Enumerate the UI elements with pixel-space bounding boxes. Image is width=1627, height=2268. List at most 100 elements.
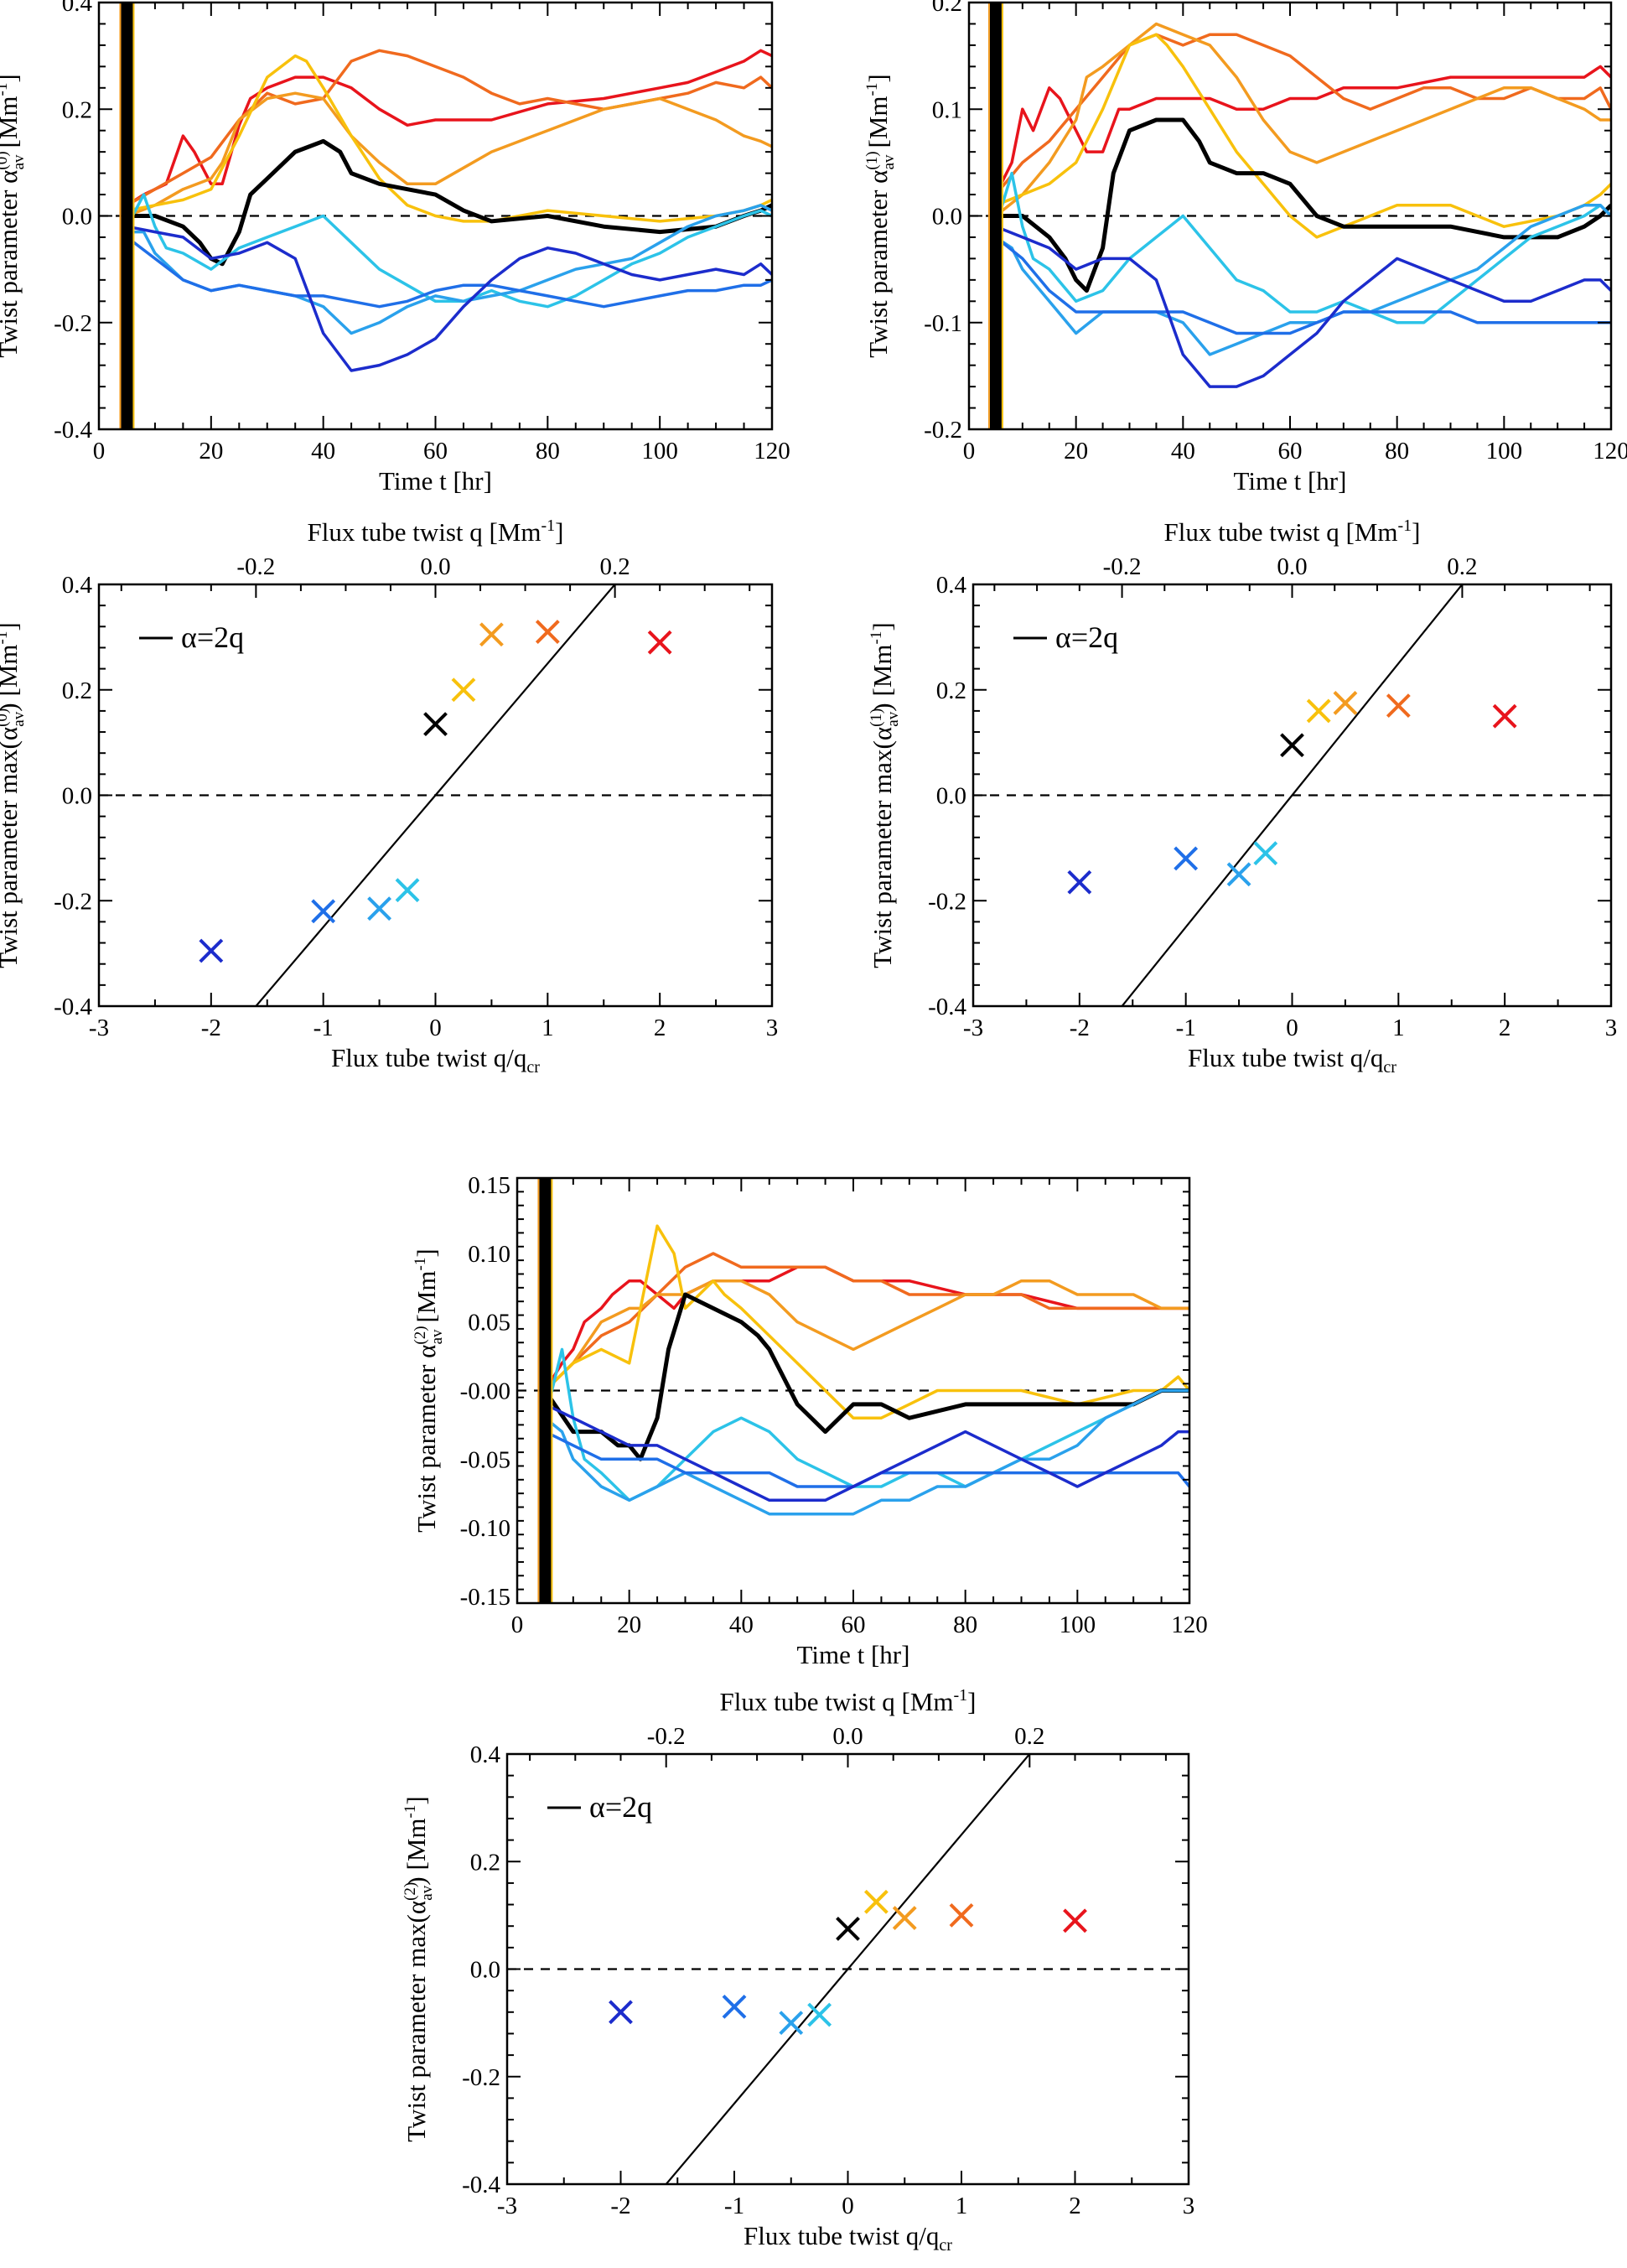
series-line-1 [994,65,1611,195]
y-tick-label: -0.2 [54,888,92,915]
alpha-2q-line [254,584,617,1006]
x2-axis-label: Flux tube twist q [Mm-1] [719,1686,976,1716]
y-axis-label-text: Twist parameter max(α [868,727,897,968]
x-tick-label: 3 [1605,1015,1618,1041]
x-axis-label: Flux tube twist q/qcr [744,2221,952,2255]
x-tick-label: 80 [536,438,560,464]
data-point-6 [451,677,476,703]
x2-tick-label: 0.0 [832,1723,863,1750]
data-point-8 [535,620,560,645]
y-tick-label: 0.0 [62,783,92,810]
x2-axis-label: Flux tube twist q [Mm-1] [307,516,563,547]
y-axis-label-unit: [Mm [0,96,23,148]
cross-stroke [1333,691,1358,715]
data-point-1 [199,938,224,963]
x-tick-label: 20 [1064,438,1088,464]
x2-tick-label: -0.2 [236,553,275,580]
y-axis-label-unit-superscript: -1 [863,83,881,96]
x-axis-label-text: Time t [hr] [1234,466,1347,496]
data-point-7 [1333,691,1358,715]
x2-axis-label: Flux tube twist q [Mm-1] [1163,516,1420,547]
x-tick-label: 1 [541,1015,554,1041]
y-axis-label-superscript: (1) [868,708,885,727]
x2-tick-label: 0.0 [1277,553,1307,580]
series-line-7 [994,204,1611,356]
y-tick-label: 0.2 [470,1849,500,1876]
data-point-5 [423,712,448,737]
y-tick-label: 0.0 [932,204,962,231]
y-axis-label-unit-close: ] [0,622,23,631]
data-point-5 [1280,733,1304,758]
x-axis-label-subscript: cr [939,2236,952,2255]
y-tick-label: 0.2 [62,677,92,704]
x-tick-label: 40 [311,438,335,464]
x-tick-label: 60 [1278,438,1303,464]
y-tick-label: 0.4 [62,572,93,599]
y-tick-label: 0.4 [62,0,93,17]
series-line-7 [544,1388,1189,1516]
x-tick-label: 2 [1069,2193,1081,2219]
cross-stroke [1253,841,1278,866]
plot-area [973,584,1611,1006]
x-tick-label: 40 [1171,438,1195,464]
x-tick-label: 60 [842,1611,866,1638]
cross-stroke [779,2011,804,2036]
x2-tick-label: 0.0 [420,553,450,580]
x-axis-label-text: Flux tube twist q/q [744,2221,939,2250]
x2-axis-label-text: Flux tube twist q [Mm [1163,517,1397,547]
y-tick-label: -0.15 [460,1584,510,1611]
series-line-4 [995,33,1611,239]
x-tick-label: 0 [842,2193,854,2219]
x-tick-label: 100 [641,438,678,464]
cross-stroke [1174,846,1199,871]
x-tick-label: 3 [766,1015,779,1041]
series-line-6 [125,193,772,309]
x-axis-label-text: Flux tube twist q/q [1188,1043,1383,1072]
y-tick-label: 0.0 [936,783,966,810]
plot-area [969,3,1611,429]
x-tick-label: 0 [963,438,976,464]
x-tick-label: -3 [497,2193,517,2219]
chart-panel-3: α=2q -3 -2 -1 0 1 2 3 -0.4 -0.2 0.0 0.2 0.4 Flux tube… [0,516,779,1077]
x-tick-label: 0 [511,1611,524,1638]
cross-stroke [1306,698,1331,724]
cross-stroke [535,620,560,645]
data-point-8 [949,1902,974,1928]
y-axis-label-superscript: (0) [0,708,11,727]
y-axis-label-unit: [Mm [863,96,893,148]
x2-axis-label-close: ] [967,1687,976,1716]
series-line-1 [126,49,772,207]
series-line-2 [544,1252,1189,1392]
data-point-4 [395,878,420,903]
x-tick-label: 120 [754,438,790,464]
y-axis-label: Twist parameter α(2)av [Mm-1] [412,1248,446,1532]
y-tick-label: 0.4 [936,572,967,599]
x-tick-label: 120 [1593,438,1627,464]
x-tick-label: 80 [1385,438,1409,464]
x-tick-label: 0 [1286,1015,1298,1041]
data-point-9 [1063,1908,1087,1933]
series-line-2 [994,33,1611,196]
y-axis-label-unit-close: ] [863,74,893,82]
x-tick-label: -2 [201,1015,221,1041]
x-tick-label: -3 [89,1015,109,1041]
y-axis-label: Twist parameter max(α(2)av) [Mm-1] [402,1796,436,2141]
cross-stroke [863,1889,889,1914]
series-line-3 [994,22,1611,217]
y-axis-label-unit: [Mm [402,1818,431,1870]
x2-axis-label-close: ] [1412,517,1420,547]
y-axis-label-text: Twist parameter max(α [402,1901,431,2142]
y-axis-label-superscript: (1) [863,151,881,169]
cross-stroke [1226,862,1251,887]
series-line-5 [995,117,1611,293]
chart-panel-5: 0 20 40 60 80 100 120 -0.15 -0.10 -0.05 -0.00 0.05 0… [412,1172,1208,1669]
y-axis-label-text: Twist parameter α [863,170,893,358]
y-axis-label-subscript: av [880,154,898,169]
cross-stroke [609,2000,633,2025]
x-tick-label: 100 [1060,1611,1096,1638]
y-axis-label-text: Twist parameter α [412,1345,441,1533]
series-line-3 [544,1279,1189,1392]
y-tick-label: -0.2 [928,888,966,915]
data-point-2 [311,899,336,924]
x-tick-label: -2 [610,2193,630,2219]
